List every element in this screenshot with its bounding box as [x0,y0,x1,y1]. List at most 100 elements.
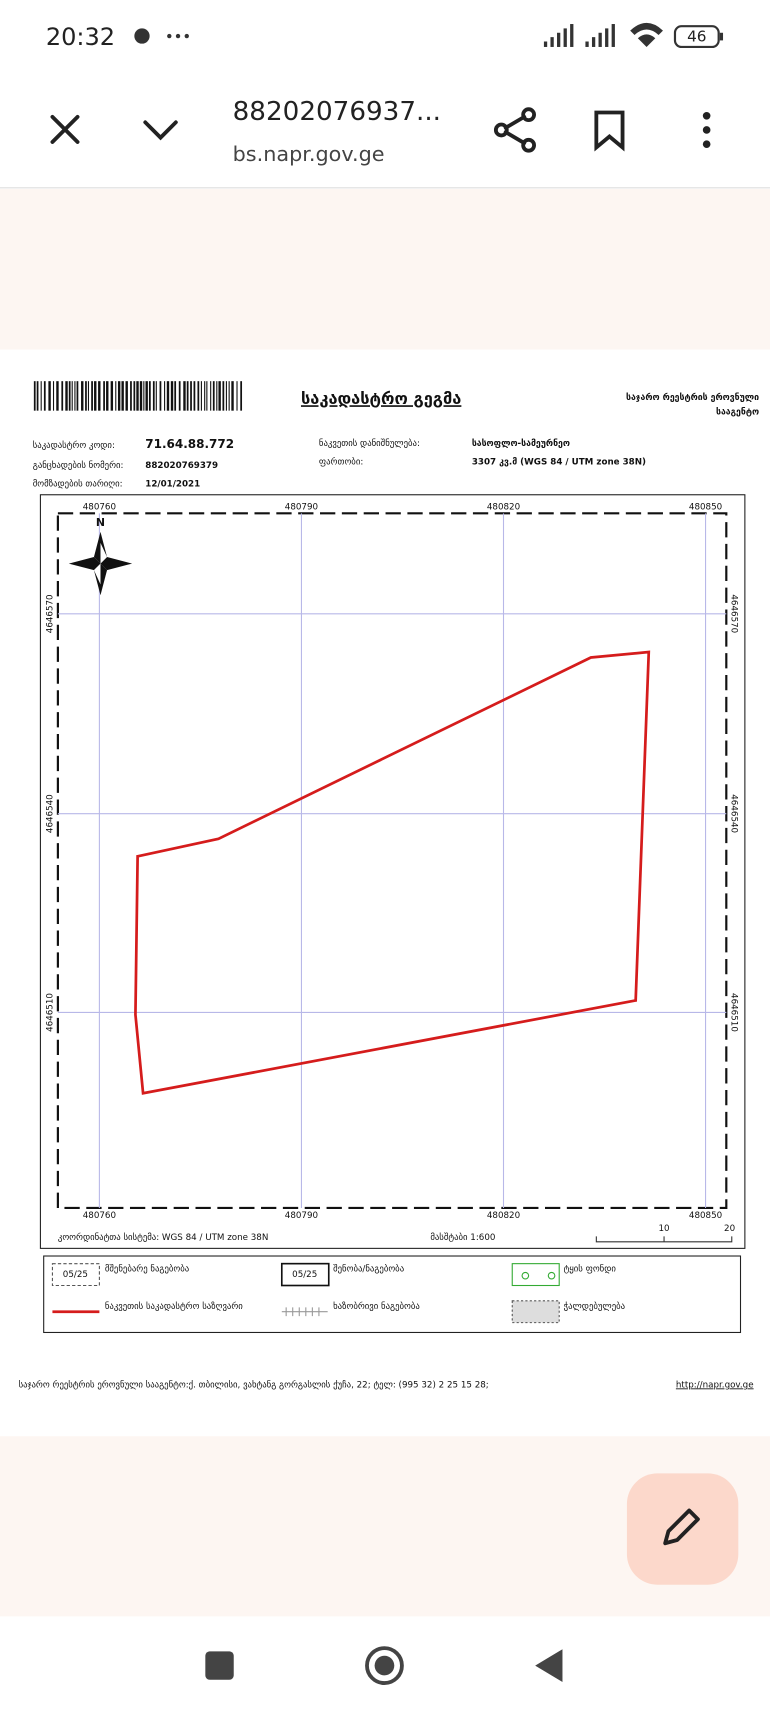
edit-button[interactable] [626,1473,739,1585]
battery-level: 46 [687,28,706,46]
battery [673,25,720,49]
barcode-bar [52,381,55,411]
legend-label: ტყის ფონდი [564,1264,617,1275]
y-coord-label: 4646510 [728,993,738,1032]
viewer-bg [0,188,770,350]
barcode-bar [103,381,105,411]
barcode-bar [178,381,181,411]
barcode-bar [94,381,97,411]
map-border [56,512,728,1210]
barcode-bar [81,381,84,411]
barcode-bar [43,381,46,411]
field-value: 12/01/2021 [145,479,200,489]
barcode-bar [212,381,215,411]
barcode-bar [204,381,206,411]
barcode-bar [231,381,234,411]
barcode-bar [183,381,186,411]
barcode-bar [139,381,143,411]
browser-chrome [0,0,770,188]
north-label: N [96,516,105,529]
dropdown-button[interactable] [143,120,178,141]
barcode-bar [145,381,148,411]
legend-label: შენობა/ნაგებობა [333,1264,404,1275]
map-scale: მასშტაბი 1:600 [430,1232,495,1243]
barcode-bar [110,381,114,411]
home-button[interactable] [365,1646,404,1685]
legend-label: ნაკვეთის საკადასტრო საზღვარი [105,1301,243,1312]
legend-label: ხაზობრივი ნაგებობა [333,1301,420,1312]
menu-button[interactable] [702,111,711,148]
grid [57,513,727,1208]
doc-title: საკადასტრო გეგმა [301,389,461,408]
field-label: ნაკვეთის დანიშნულება: [319,438,420,449]
barcode-bar [87,381,90,411]
coordinate-system: კოორდინატთა სისტემა: WGS 84 / UTM zone 3… [58,1232,269,1243]
barcode-bar [143,381,145,411]
barcode-bar [136,381,139,411]
legend-label: მშენებარე ნაგებობა [105,1264,189,1275]
field-value: სასოფლო-სამეურნეო [472,438,570,449]
x-coord-label: 480850 [689,1211,722,1221]
barcode-bar [222,381,225,411]
x-coord-label: 480820 [487,1211,520,1221]
dots [167,33,189,39]
barcode-bar [193,381,196,411]
barcode-bar [98,381,101,411]
barcode-bar [225,381,227,411]
share-button[interactable] [493,107,536,153]
x-coord-label: 480760 [83,1211,116,1221]
y-coord-label: 4646540 [728,794,738,833]
barcode-bar [210,381,212,411]
x-coord-label: 480760 [83,502,116,512]
barcode-bar [106,381,109,411]
barcode-bar [155,381,157,411]
footer-link[interactable]: http://napr.gov.ge [676,1380,754,1390]
barcode-bar [56,381,59,411]
barcode-bar [71,381,73,411]
barcode-bar [174,381,177,411]
signal-icons [543,22,663,47]
y-coord-label: 4646570 [728,594,738,633]
barcode-bar [33,381,36,411]
recents-button[interactable] [205,1651,234,1680]
back-button[interactable] [535,1649,563,1682]
pdf-page [0,349,770,1437]
field-label: ფართობი: [319,456,363,467]
parcel-boundary [134,650,651,1095]
barcode-bar [61,381,64,411]
field-label: მომზადების თარიღი: [33,478,123,489]
notification-icon [134,28,150,44]
clock: 20:32 [46,23,115,51]
bookmark-button[interactable] [594,110,625,152]
edit-icon [663,1508,700,1546]
field-label: საკადასტრო კოდი: [33,440,115,451]
barcode-bar [133,381,136,411]
close-button[interactable] [50,114,80,144]
barcode-bar [164,381,166,411]
north-arrow [68,531,133,596]
x-coord-label: 480790 [285,1211,318,1221]
barcode-bar [91,381,93,411]
barcode-bar [117,381,121,411]
legend-swatch [51,1263,100,1287]
barcode-bar [170,381,174,411]
x-coord-label: 480790 [285,502,318,512]
barcode-bar [159,381,162,411]
barcode-bar [148,381,151,411]
barcode-bar [130,381,132,411]
barcode-bar [197,381,200,411]
legend-swatch [511,1263,560,1287]
barcode-bar [125,381,128,411]
barcode-bar [76,381,79,411]
field-value: 3307 კვ.მ (WGS 84 / UTM zone 38N) [472,457,646,467]
y-coord-label: 4646510 [46,993,56,1032]
barcode-bar [240,381,243,411]
page-url: bs.napr.gov.ge [233,142,385,166]
scale-bar [595,1236,733,1243]
barcode-bar [121,381,124,411]
barcode-bar [36,381,39,411]
battery-tip [719,32,724,41]
y-coord-label: 4646570 [46,594,56,633]
